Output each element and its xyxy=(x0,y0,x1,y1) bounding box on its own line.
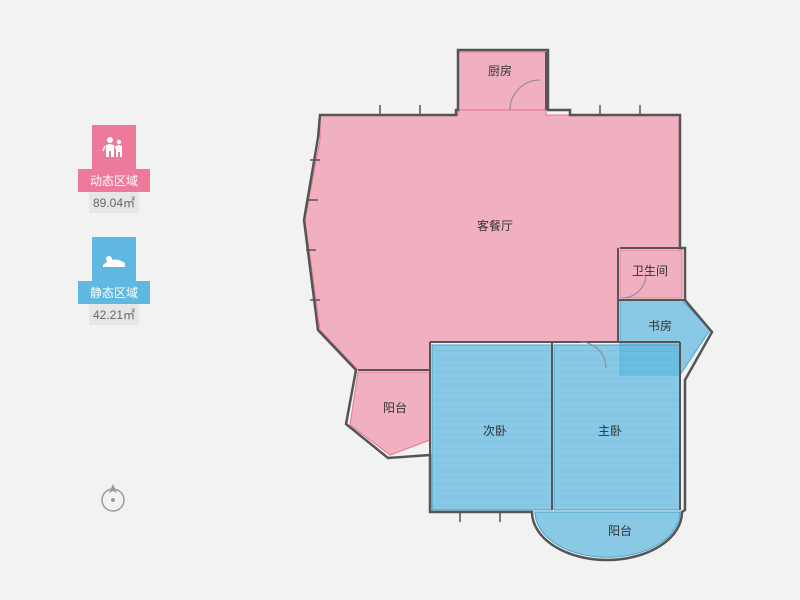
legend-dynamic: 动态区域 89.04㎡ xyxy=(78,125,150,213)
floorplan: 厨房客餐厅卫生间阳台书房次卧主卧阳台 xyxy=(280,20,740,580)
legend-static: 静态区域 42.21㎡ xyxy=(78,237,150,325)
label-balcony1: 阳台 xyxy=(383,400,407,415)
label-kitchen: 厨房 xyxy=(488,63,512,78)
label-balcony2: 阳台 xyxy=(608,523,632,538)
legend-static-label: 静态区域 xyxy=(78,281,150,304)
sleep-icon xyxy=(92,237,136,281)
compass-icon xyxy=(95,480,131,521)
label-bed1: 主卧 xyxy=(598,424,622,438)
label-bathroom: 卫生间 xyxy=(632,264,668,278)
label-bed2: 次卧 xyxy=(483,424,507,438)
legend-panel: 动态区域 89.04㎡ 静态区域 42.21㎡ xyxy=(78,125,150,349)
label-living: 客餐厅 xyxy=(477,218,513,233)
label-study: 书房 xyxy=(648,318,672,333)
legend-static-value: 42.21㎡ xyxy=(89,304,139,325)
legend-dynamic-label: 动态区域 xyxy=(78,169,150,192)
people-icon xyxy=(92,125,136,169)
legend-dynamic-value: 89.04㎡ xyxy=(89,192,139,213)
